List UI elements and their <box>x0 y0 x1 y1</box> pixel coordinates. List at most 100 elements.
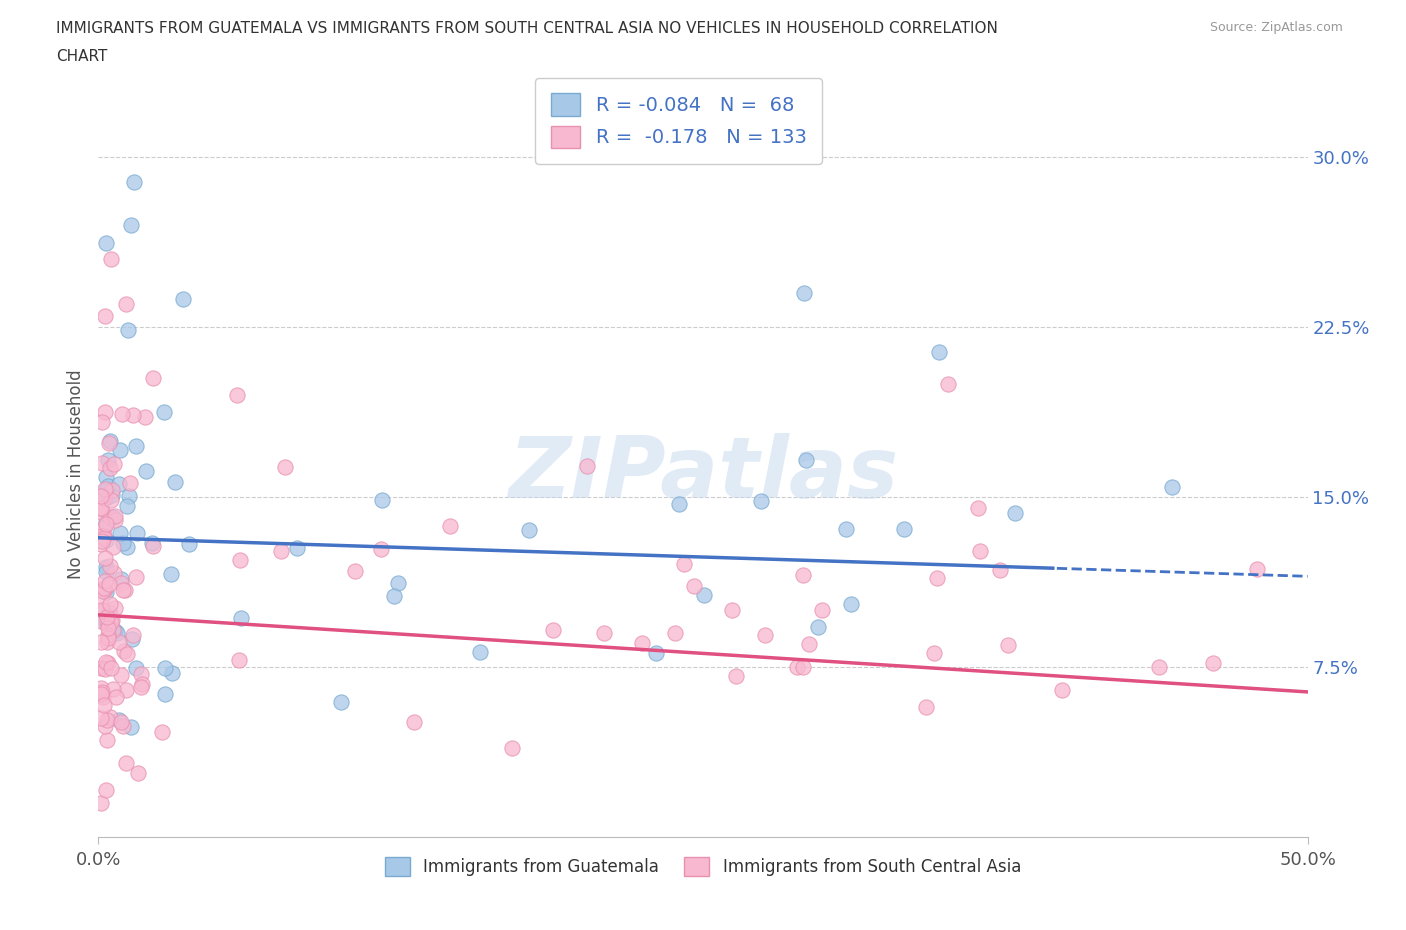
Point <box>93 528 115 543</box>
Point <box>402 714 425 729</box>
Point <box>125 660 148 675</box>
Point <box>98 461 121 476</box>
Point <box>893 522 915 537</box>
Point <box>1004 506 1026 521</box>
Point <box>94 533 117 548</box>
Point <box>668 497 690 512</box>
Point <box>682 578 704 593</box>
Point <box>287 540 309 555</box>
Point <box>110 714 132 729</box>
Point <box>94 482 117 497</box>
Point <box>107 626 129 641</box>
Point <box>90 592 112 607</box>
Legend: Immigrants from Guatemala, Immigrants from South Central Asia: Immigrants from Guatemala, Immigrants fr… <box>378 851 1028 884</box>
Point <box>93 574 115 589</box>
Point <box>792 567 814 582</box>
Point <box>90 681 112 696</box>
Point <box>810 603 832 618</box>
Point <box>117 323 139 338</box>
Point <box>969 544 991 559</box>
Point <box>101 510 124 525</box>
Point <box>124 439 146 454</box>
Point <box>721 603 744 618</box>
Point <box>101 623 124 638</box>
Point <box>101 483 124 498</box>
Point <box>98 436 121 451</box>
Text: CHART: CHART <box>56 49 108 64</box>
Text: Source: ZipAtlas.com: Source: ZipAtlas.com <box>1209 21 1343 34</box>
Point <box>517 523 540 538</box>
Point <box>104 601 127 616</box>
Point <box>104 623 127 638</box>
Point <box>110 572 132 587</box>
Point <box>98 605 121 620</box>
Text: ZIPatlas: ZIPatlas <box>508 432 898 516</box>
Point <box>94 616 117 631</box>
Point <box>91 689 114 704</box>
Point <box>90 455 112 470</box>
Point <box>162 666 184 681</box>
Point <box>97 452 120 467</box>
Point <box>94 565 117 579</box>
Point <box>93 581 115 596</box>
Point <box>794 453 817 468</box>
Point <box>111 719 134 734</box>
Point <box>94 235 117 250</box>
Point <box>382 589 405 604</box>
Point <box>90 686 112 701</box>
Point <box>98 433 121 448</box>
Point <box>1147 660 1170 675</box>
Point <box>101 623 124 638</box>
Point <box>1246 562 1268 577</box>
Point <box>98 577 121 591</box>
Point <box>121 631 143 646</box>
Point <box>105 689 128 704</box>
Point <box>110 576 132 591</box>
Point <box>90 537 112 551</box>
Point <box>94 483 117 498</box>
Point <box>94 559 117 574</box>
Point <box>693 588 716 603</box>
Point <box>576 459 599 474</box>
Point <box>90 684 112 699</box>
Point <box>94 470 117 485</box>
Point <box>114 756 136 771</box>
Point <box>749 494 772 509</box>
Point <box>797 637 820 652</box>
Point <box>93 604 115 618</box>
Point <box>94 308 117 323</box>
Point <box>966 501 988 516</box>
Point <box>172 292 194 307</box>
Point <box>371 493 394 508</box>
Point <box>91 602 114 617</box>
Point <box>97 617 120 631</box>
Point <box>117 646 139 661</box>
Point <box>96 634 118 649</box>
Point <box>98 597 121 612</box>
Point <box>228 552 250 567</box>
Point <box>1202 656 1225 671</box>
Point <box>163 474 186 489</box>
Point <box>118 488 141 503</box>
Point <box>150 724 173 739</box>
Point <box>114 582 136 597</box>
Point <box>915 700 938 715</box>
Point <box>90 505 112 520</box>
Point <box>90 501 112 516</box>
Point <box>807 620 830 635</box>
Point <box>112 644 135 659</box>
Y-axis label: No Vehicles in Household: No Vehicles in Household <box>66 369 84 579</box>
Point <box>228 653 250 668</box>
Point <box>229 610 252 625</box>
Point <box>97 631 120 645</box>
Point <box>841 597 863 612</box>
Point <box>501 740 523 755</box>
Point <box>141 536 163 551</box>
Point <box>90 795 112 810</box>
Point <box>125 569 148 584</box>
Point <box>115 498 138 513</box>
Point <box>370 541 392 556</box>
Point <box>90 488 112 503</box>
Point <box>131 680 153 695</box>
Point <box>94 551 117 565</box>
